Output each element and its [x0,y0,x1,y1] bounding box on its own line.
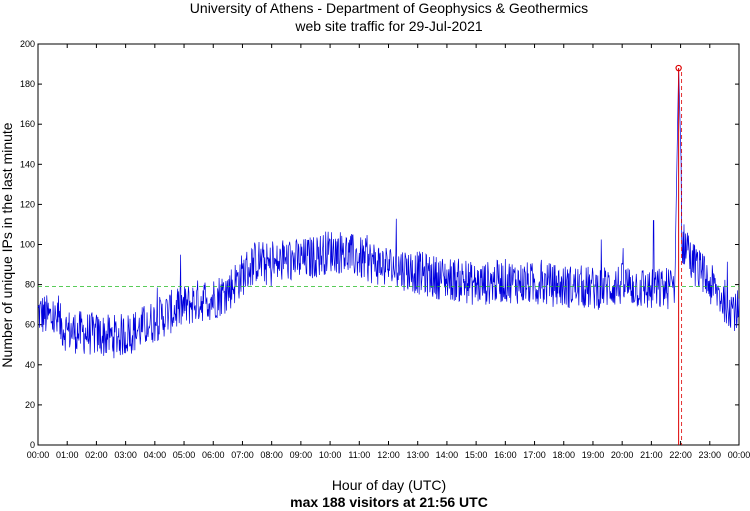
x-tick-label: 02:00 [85,450,108,460]
x-tick-label: 18:00 [552,450,575,460]
visitors-series-line [37,68,740,359]
x-tick-label: 21:00 [640,450,663,460]
chart-title: University of Athens - Department of Geo… [190,0,588,16]
x-tick-label: 07:00 [231,450,254,460]
y-tick-label: 140 [20,159,35,169]
x-tick-label: 05:00 [173,450,196,460]
y-tick-label: 200 [20,39,35,49]
y-tick-label: 180 [20,79,35,89]
x-tick-label: 06:00 [202,450,225,460]
y-tick-label: 40 [25,360,35,370]
x-tick-label: 15:00 [465,450,488,460]
max-visitors-note: max 188 visitors at 21:56 UTC [290,494,488,510]
y-tick-label: 100 [20,240,35,250]
x-tick-label: 19:00 [582,450,605,460]
x-tick-label: 22:00 [669,450,692,460]
x-axis-label: Hour of day (UTC) [332,477,446,493]
y-tick-label: 0 [30,440,35,450]
plot-area [37,43,740,446]
x-tick-label: 09:00 [290,450,313,460]
y-tick-label: 160 [20,119,35,129]
x-tick-label: 00:00 [27,450,50,460]
data-layer [37,64,740,445]
x-tick-label: 14:00 [436,450,459,460]
x-tick-label: 16:00 [494,450,517,460]
y-axis-label: Number of unique IPs in the last minute [0,122,15,367]
x-tick-label: 10:00 [319,450,342,460]
x-tick-label: 20:00 [611,450,634,460]
x-tick-label: 11:00 [348,450,370,460]
x-tick-label: 00:00 [728,450,750,460]
max-point-marker [675,64,682,72]
y-tick-label: 120 [20,199,35,209]
x-tick-label: 01:00 [56,450,79,460]
x-tick-label: 08:00 [260,450,283,460]
x-tick-label: 13:00 [406,450,429,460]
x-tick-label: 04:00 [144,450,167,460]
x-tick-label: 17:00 [523,450,546,460]
x-tick-label: 23:00 [699,450,722,460]
x-tick-label: 03:00 [114,450,137,460]
chart-subtitle: web site traffic for 29-Jul-2021 [294,18,482,34]
y-tick-label: 80 [25,280,35,290]
axis-layer: 0 20 40 60 80 100 120 140 160 180 200 00:00 01:00 02:… [20,39,750,460]
y-tick-label: 20 [25,400,35,410]
y-tick-label: 60 [25,320,35,330]
x-tick-label: 12:00 [377,450,400,460]
